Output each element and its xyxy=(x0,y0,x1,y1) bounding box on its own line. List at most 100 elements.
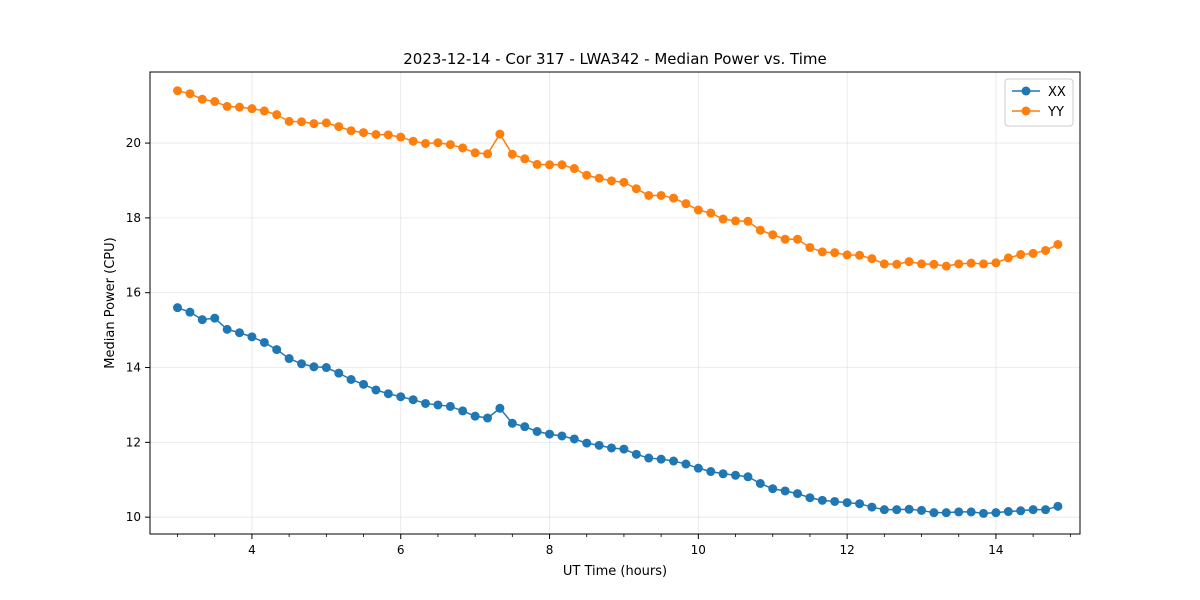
data-point-yy xyxy=(1053,239,1063,249)
y-tick-label: 12 xyxy=(126,435,141,449)
data-point-xx xyxy=(941,508,951,518)
data-point-xx xyxy=(991,508,1001,518)
data-point-xx xyxy=(656,454,666,464)
data-point-xx xyxy=(966,507,976,517)
data-point-yy xyxy=(545,160,555,170)
data-point-yy xyxy=(830,248,840,258)
data-point-xx xyxy=(780,486,790,496)
data-point-xx xyxy=(1041,505,1051,515)
data-point-yy xyxy=(222,101,232,111)
legend: XX YY xyxy=(1004,78,1074,127)
data-point-yy xyxy=(582,170,592,180)
data-point-xx xyxy=(867,502,877,512)
data-point-xx xyxy=(830,496,840,506)
data-point-xx xyxy=(557,431,567,441)
data-point-xx xyxy=(879,505,889,515)
data-point-xx xyxy=(197,315,207,325)
data-point-xx xyxy=(681,459,691,469)
data-point-xx xyxy=(1016,506,1026,516)
data-point-yy xyxy=(259,106,269,116)
data-point-yy xyxy=(433,138,443,148)
data-point-xx xyxy=(470,411,480,421)
data-point-xx xyxy=(520,422,530,432)
data-point-yy xyxy=(284,116,294,126)
data-point-xx xyxy=(371,385,381,395)
data-point-xx xyxy=(210,313,220,323)
data-point-yy xyxy=(371,129,381,139)
data-point-yy xyxy=(408,136,418,146)
data-point-xx xyxy=(693,463,703,473)
data-point-xx xyxy=(805,493,815,503)
y-tick-label: 16 xyxy=(126,286,141,300)
data-point-xx xyxy=(917,505,927,515)
data-point-yy xyxy=(644,190,654,200)
data-point-xx xyxy=(247,332,257,342)
data-point-xx xyxy=(222,324,232,334)
y-tick-label: 20 xyxy=(126,136,141,150)
data-point-xx xyxy=(793,489,803,499)
x-axis-label: UT Time (hours) xyxy=(563,564,667,579)
data-point-yy xyxy=(941,261,951,271)
data-point-xx xyxy=(607,443,617,453)
data-point-yy xyxy=(532,159,542,169)
data-point-yy xyxy=(1041,245,1051,255)
data-point-yy xyxy=(495,129,505,139)
data-point-xx xyxy=(631,449,641,459)
data-point-yy xyxy=(359,128,369,138)
data-point-yy xyxy=(185,89,195,99)
data-point-xx xyxy=(383,389,393,399)
x-tick-label: 10 xyxy=(691,543,706,557)
grid xyxy=(150,72,1080,534)
data-point-yy xyxy=(706,208,716,218)
data-point-yy xyxy=(334,122,344,132)
data-point-xx xyxy=(483,413,493,423)
data-point-xx xyxy=(396,392,406,402)
legend-label: XX xyxy=(1048,85,1066,100)
data-point-xx xyxy=(644,453,654,463)
y-axis-label: Median Power (CPU) xyxy=(103,237,118,368)
data-point-xx xyxy=(755,478,765,488)
data-point-xx xyxy=(892,505,902,515)
data-point-xx xyxy=(619,444,629,454)
data-point-yy xyxy=(619,177,629,187)
legend-marker xyxy=(1021,106,1031,116)
data-point-xx xyxy=(259,337,269,347)
data-point-xx xyxy=(817,495,827,505)
data-point-xx xyxy=(359,379,369,389)
data-point-xx xyxy=(954,507,964,517)
data-point-yy xyxy=(197,94,207,104)
x-axis: 4 6 8 10 12 14 xyxy=(177,534,1071,557)
data-point-xx xyxy=(185,307,195,317)
x-tick-label: 14 xyxy=(988,543,1003,557)
data-point-yy xyxy=(805,242,815,252)
data-point-yy xyxy=(421,138,431,148)
data-point-yy xyxy=(557,160,567,170)
legend-label: YY xyxy=(1047,105,1064,120)
series-xx xyxy=(173,303,1063,518)
data-point-xx xyxy=(495,403,505,413)
data-point-yy xyxy=(929,259,939,269)
data-point-yy xyxy=(272,110,282,120)
data-point-yy xyxy=(693,205,703,215)
data-point-xx xyxy=(842,498,852,508)
legend-marker xyxy=(1021,86,1031,96)
data-point-yy xyxy=(1028,248,1038,258)
data-point-xx xyxy=(445,401,455,411)
data-point-yy xyxy=(954,259,964,269)
data-point-yy xyxy=(731,216,741,226)
legend-item-yy: YY xyxy=(1012,105,1064,120)
data-point-xx xyxy=(929,508,939,518)
series-yy xyxy=(173,86,1063,271)
data-point-xx xyxy=(532,426,542,436)
data-point-yy xyxy=(991,258,1001,268)
data-point-yy xyxy=(507,149,517,159)
x-tick-label: 12 xyxy=(839,543,854,557)
data-point-yy xyxy=(247,104,257,114)
data-point-xx xyxy=(743,472,753,482)
data-point-xx xyxy=(1003,507,1013,517)
data-point-xx xyxy=(706,467,716,477)
data-point-yy xyxy=(904,257,914,267)
data-point-yy xyxy=(768,230,778,240)
data-point-xx xyxy=(545,429,555,439)
data-point-yy xyxy=(173,86,183,96)
